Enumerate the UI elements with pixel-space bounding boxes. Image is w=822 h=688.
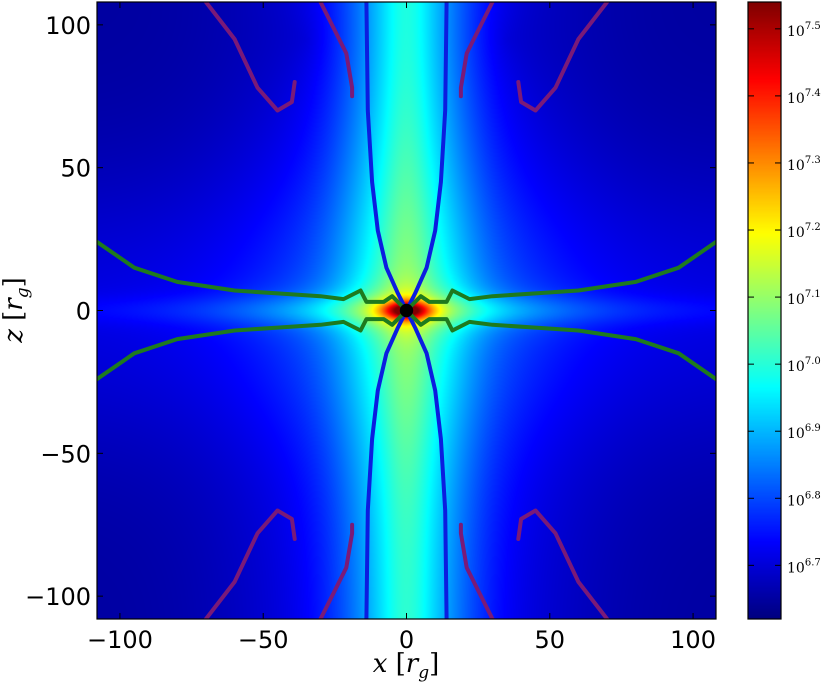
purple-upper-inner-contour	[458, 522, 495, 619]
green-disk-boundary-contour	[97, 239, 409, 313]
x-axis-label: x [rg]	[373, 649, 440, 683]
purple-upper-inner-contour	[458, 2, 495, 99]
colorbar-tick-label: 106.8	[787, 490, 821, 509]
green-disk-boundary-contour	[404, 239, 716, 313]
purple-upper-outer-contour	[516, 508, 610, 619]
colorbar-tick-label: 107.2	[787, 222, 821, 241]
x-axis-ticks: −100 −50 0 50 100	[87, 2, 716, 654]
blue-funnel-contour	[364, 2, 409, 313]
green-disk-boundary-contour	[97, 308, 409, 382]
y-axis-label: z [rg]	[0, 277, 33, 344]
colorbar-tick-label: 106.7	[787, 557, 821, 576]
y-tick-label: 100	[45, 12, 91, 40]
colorbar-tick-label: 107.1	[787, 289, 821, 308]
purple-upper-inner-contour	[318, 2, 355, 99]
colorbar-tick-label: 106.9	[787, 423, 821, 442]
blue-funnel-contour	[404, 2, 449, 313]
colorbar-ticks: 106.7 106.8 106.9 107.0 107.1 107.2 107.3 107.4…	[748, 21, 821, 576]
x-tick-label: 100	[670, 626, 716, 654]
purple-upper-outer-contour	[516, 2, 610, 113]
heatmap-panel	[96, 1, 717, 620]
y-tick-label: −50	[40, 440, 91, 468]
y-tick-label: 0	[76, 298, 91, 326]
colorbar-frame	[747, 1, 782, 620]
colorbar-gradient	[748, 2, 781, 619]
purple-upper-outer-contour	[203, 508, 297, 619]
y-axis-ticks: −100 −50 0 50 100	[25, 12, 716, 611]
x-tick-label: −50	[238, 626, 289, 654]
purple-upper-outer-contour	[203, 2, 297, 113]
colorbar-tick-label: 107.4	[787, 88, 821, 107]
colorbar-tick-label: 107.3	[787, 155, 821, 174]
x-tick-label: −100	[87, 626, 153, 654]
purple-upper-inner-contour	[318, 522, 355, 619]
y-tick-label: 50	[60, 155, 91, 183]
contour-layer	[97, 2, 716, 619]
colorbar: 106.7 106.8 106.9 107.0 107.1 107.2 107.3 107.4…	[747, 1, 821, 620]
black-hole-marker	[399, 303, 414, 318]
colorbar-tick-label: 107.5	[787, 21, 821, 40]
colorbar-image-frame	[748, 2, 781, 619]
x-tick-label: 0	[399, 626, 414, 654]
colorbar-tick-label: 107.0	[787, 356, 821, 375]
y-tick-label: −100	[25, 583, 91, 611]
x-tick-label: 50	[535, 626, 566, 654]
blue-funnel-contour	[364, 308, 409, 619]
blue-funnel-contour	[404, 308, 449, 619]
green-disk-boundary-contour	[404, 308, 716, 382]
